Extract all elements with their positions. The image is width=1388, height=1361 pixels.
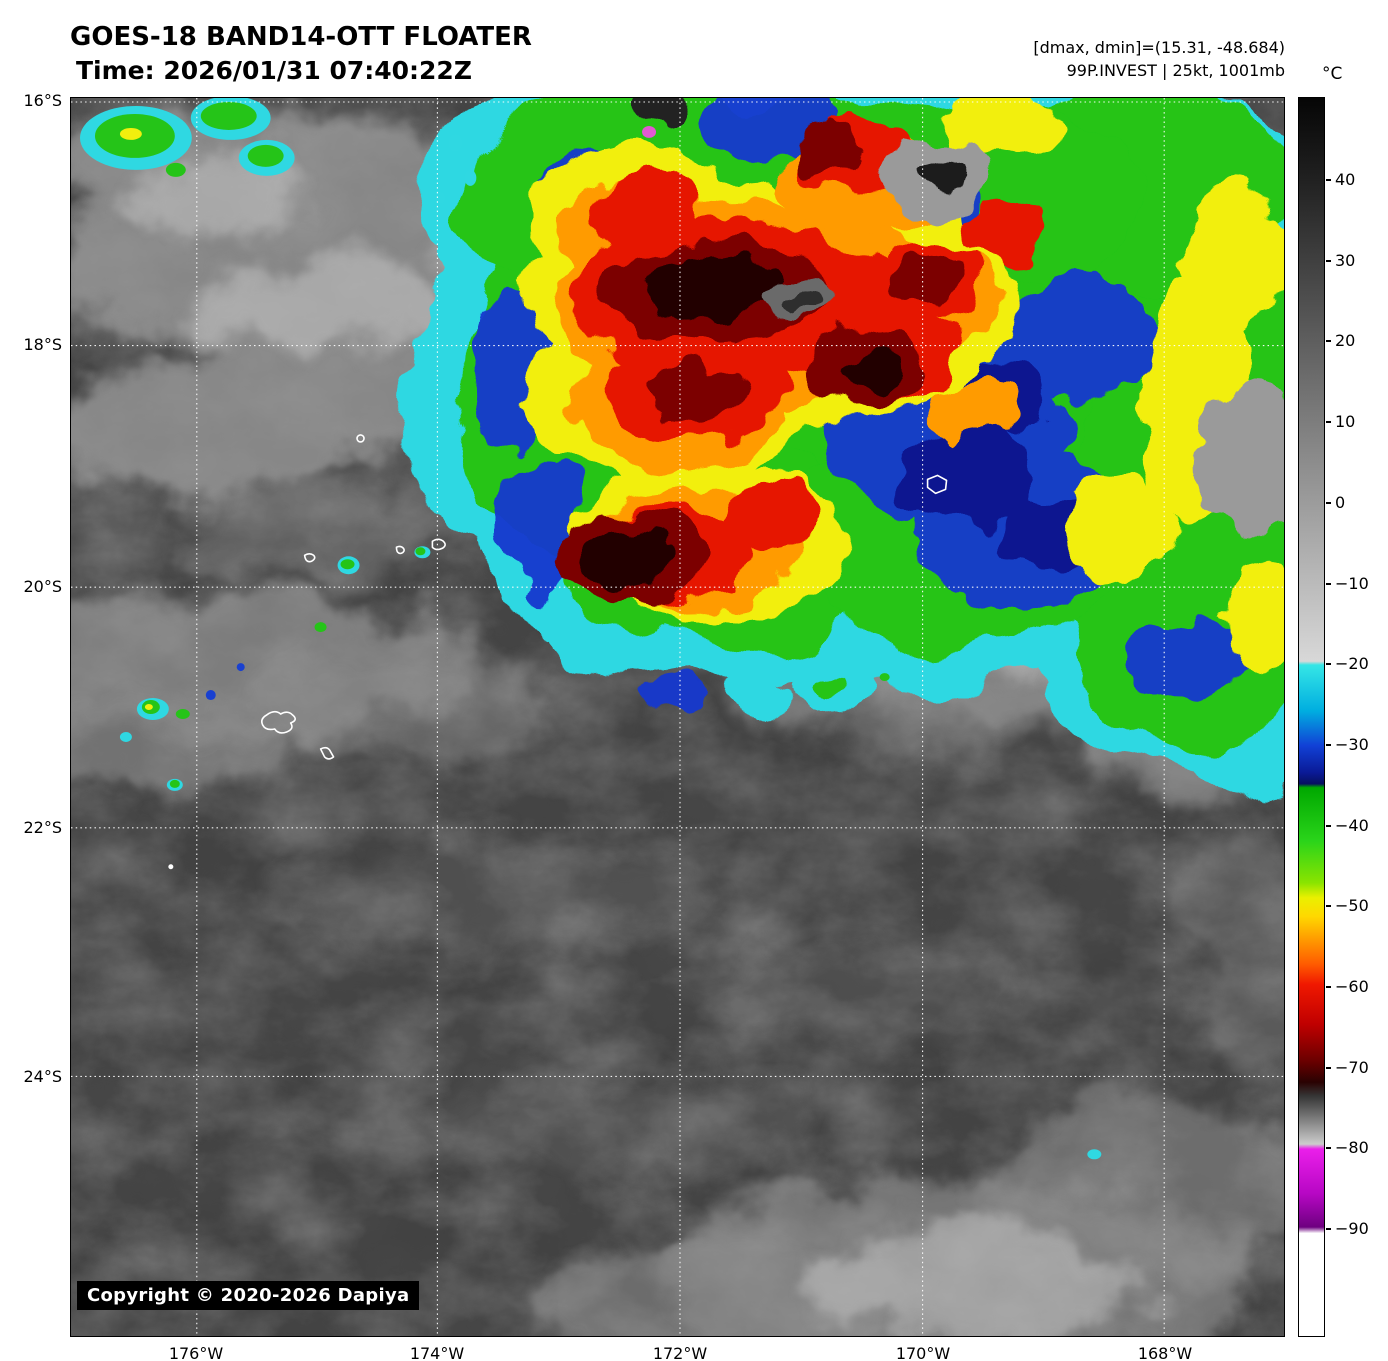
lon-axis-label: 170°W — [895, 1344, 951, 1361]
lat-axis-label: 24°S — [23, 1067, 62, 1086]
colorbar-tick-label: −10 — [1335, 573, 1369, 593]
image-timestamp: Time: 2026/01/31 07:40:22Z — [76, 56, 472, 85]
colorbar-tick-label: −20 — [1335, 654, 1369, 674]
colorbar-tick — [1326, 179, 1331, 182]
lon-axis-label: 168°W — [1137, 1344, 1193, 1361]
colorbar-tick — [1326, 905, 1331, 908]
lat-axis-label: 18°S — [23, 335, 62, 354]
colorbar-tick-label: 30 — [1335, 250, 1356, 270]
colorbar-tick — [1326, 985, 1331, 988]
copyright-label: Copyright © 2020-2026 Dapiya — [77, 1281, 420, 1310]
island-outlines — [261, 434, 948, 760]
lat-axis-label: 22°S — [23, 818, 62, 837]
colorbar-tick — [1326, 1228, 1331, 1231]
dmax-dmin-readout: [dmax, dmin]=(15.31, -48.684) — [1033, 38, 1285, 57]
convection-black-core-layer — [580, 257, 901, 590]
colorbar-tick-label: −90 — [1335, 1219, 1369, 1239]
colorbar-tick-label: 40 — [1335, 170, 1356, 190]
colorbar-tick-label: −70 — [1335, 1057, 1369, 1077]
colorbar-tick — [1326, 743, 1331, 746]
colorbar-tick-label: 20 — [1335, 331, 1356, 351]
overshoot-magenta-speck — [642, 125, 657, 138]
colorbar-tick — [1326, 824, 1331, 827]
colorbar-tick — [1326, 663, 1331, 666]
colorbar-tick-label: −60 — [1335, 976, 1369, 996]
cold-speck-layer — [79, 98, 1102, 1160]
colorbar-tick-label: −80 — [1335, 1138, 1369, 1158]
grid-lines — [71, 98, 1284, 1336]
lon-axis-label: 176°W — [168, 1344, 224, 1361]
colorbar — [1298, 97, 1325, 1337]
lat-axis-label: 16°S — [23, 91, 62, 110]
satellite-map: Copyright © 2020-2026 Dapiya — [70, 97, 1285, 1337]
lon-axis-label: 172°W — [652, 1344, 708, 1361]
colorbar-tick — [1326, 340, 1331, 343]
lat-axis-label: 20°S — [23, 577, 62, 596]
colorbar-tick — [1326, 421, 1331, 424]
colorbar-unit-label: °C — [1322, 64, 1343, 84]
satellite-image — [71, 98, 1284, 1336]
colorbar-tick — [1326, 259, 1331, 262]
colorbar-tick — [1326, 1066, 1331, 1069]
colorbar-tick — [1326, 582, 1331, 585]
image-title: GOES-18 BAND14-OTT FLOATER — [70, 22, 532, 52]
colorbar-tick-label: 10 — [1335, 412, 1356, 432]
colorbar-tick-label: −40 — [1335, 815, 1369, 835]
colorbar-tick-label: 0 — [1335, 492, 1346, 512]
colorbar-tick-label: −50 — [1335, 896, 1369, 916]
header-info: [dmax, dmin]=(15.31, -48.684) 99P.INVEST… — [1033, 36, 1285, 82]
warm-spot-layer — [628, 98, 1284, 533]
lon-axis-label: 174°W — [409, 1344, 465, 1361]
storm-info: 99P.INVEST | 25kt, 1001mb — [1066, 61, 1285, 80]
colorbar-tick — [1326, 1147, 1331, 1150]
colorbar-tick-label: −30 — [1335, 734, 1369, 754]
colorbar-tick — [1326, 501, 1331, 504]
